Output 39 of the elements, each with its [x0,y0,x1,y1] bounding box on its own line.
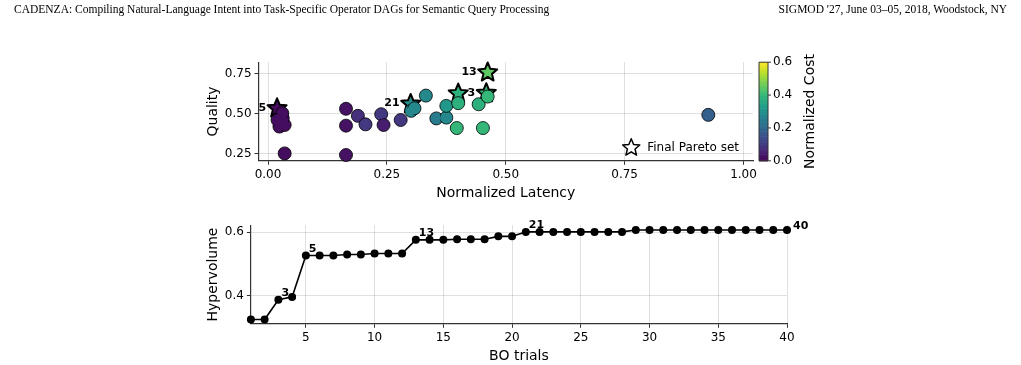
x-tick-label: 5 [302,330,310,345]
annotation: 3 [467,85,476,99]
x-tick-label: 15 [435,330,451,345]
y-axis-title: Quality [204,86,221,137]
x-axis-title: BO trials [489,347,549,364]
annotation: 5 [258,100,267,114]
annotation: 5 [308,241,317,255]
x-tick-label: 0.50 [492,167,520,182]
x-tick-label: 0.00 [254,167,282,182]
text: CADENZA: Compiling Natural-Language Intent into Task-Specific Operator DAGs for Semantic Query Processing [14,3,550,15]
y-tick-label: 0.25 [224,145,252,160]
annotation: 40 [793,219,809,233]
color-bar-label: 0.4 [773,87,793,102]
x-tick-label: 0.75 [611,167,638,182]
x-tick-label: 25 [573,330,589,345]
x-tick-label: 1.00 [730,167,757,182]
y-axis-title: Hypervolume [204,227,221,322]
color-bar-label: 0.6 [773,54,793,69]
annotation: 21 [384,96,400,110]
x-tick-label: 30 [641,330,658,345]
x-tick-label: 35 [710,330,726,345]
annotation: 21 [528,218,545,232]
color-bar-label: 0.2 [773,120,793,135]
y-tick-label: 0.75 [224,65,252,80]
x-axis-title: Normalized Latency [436,184,576,201]
x-tick-label: 40 [779,330,795,345]
color-bar-label: 0.0 [773,152,793,167]
y-tick-label: 0.50 [224,105,252,120]
y-tick-label: 0.6 [224,224,244,239]
x-tick-label: 0.25 [373,167,401,182]
annotation: 13 [461,64,477,78]
annotation: 13 [418,226,435,240]
color-bar-title: Normalized Cost [800,53,817,169]
x-tick-label: 10 [366,330,383,345]
x-tick-label: 20 [504,330,520,345]
y-tick-label: 0.4 [224,288,244,303]
text: SIGMOD '27, June 03–05, 2018, Woodstock, NY [778,3,1007,15]
legend-label: Final Pareto set [647,139,740,154]
annotation: 3 [281,286,290,300]
